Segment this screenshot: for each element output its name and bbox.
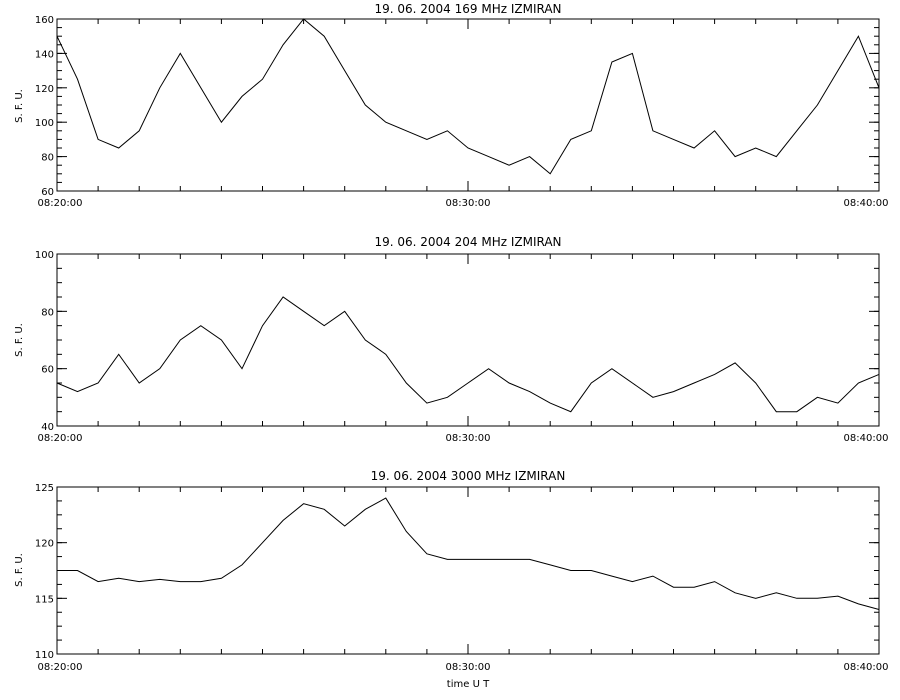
panel-169mhz-y-tick-label: 60: [41, 187, 54, 198]
panel-204mhz: 19. 06. 2004 204 MHz IZMIRAN S. F. U. 40…: [14, 235, 888, 444]
panel-3000mhz-axes: 110 115 120 125: [35, 483, 880, 661]
panel-169mhz-series-line: [56, 18, 880, 175]
panel-3000mhz: 19. 06. 2004 3000 MHz IZMIRAN S. F. U. 1…: [14, 469, 888, 690]
panel-204mhz-title: 19. 06. 2004 204 MHz IZMIRAN: [374, 235, 561, 249]
panel-3000mhz-y-tick-label: 120: [35, 539, 54, 550]
panel-3000mhz-plot-area: [56, 486, 880, 655]
panel-169mhz-x-tick-start: 08:20:00: [38, 198, 83, 209]
panel-169mhz-y-tick-label: 100: [35, 118, 54, 129]
panel-169mhz-y-tick-label: 80: [41, 153, 54, 164]
panel-3000mhz-title: 19. 06. 2004 3000 MHz IZMIRAN: [371, 469, 566, 483]
panel-204mhz-series-line: [56, 296, 880, 413]
panel-169mhz-title: 19. 06. 2004 169 MHz IZMIRAN: [374, 2, 561, 16]
panel-204mhz-y-tick-label: 60: [41, 365, 54, 376]
panel-169mhz-y-tick-label: 160: [35, 15, 54, 26]
panel-3000mhz-y-tick-label: 125: [35, 483, 54, 494]
panel-169mhz-y-axis-label: S. F. U.: [14, 89, 25, 123]
panel-204mhz-y-axis-label: S. F. U.: [14, 323, 25, 357]
panel-3000mhz-series-line: [57, 497, 880, 610]
panel-3000mhz-x-tick-end: 08:40:00: [844, 662, 889, 673]
panel-169mhz-x-tick-mid: 08:30:00: [446, 198, 491, 209]
panel-169mhz-x-tick-end: 08:40:00: [844, 198, 889, 209]
panel-204mhz-x-tick-start: 08:20:00: [38, 433, 83, 444]
panel-169mhz-plot-area: [56, 18, 880, 192]
panel-204mhz-axes: 40 60 80 100: [35, 250, 880, 433]
panel-169mhz: 19. 06. 2004 169 MHz IZMIRAN S. F. U. 60…: [14, 2, 888, 209]
panel-3000mhz-x-axis-label: time U T: [447, 679, 490, 690]
panel-169mhz-y-tick-label: 120: [35, 84, 54, 95]
panel-3000mhz-y-axis-label: S. F. U.: [14, 553, 25, 587]
panel-204mhz-y-tick-label: 40: [41, 422, 54, 433]
panel-169mhz-axes: 60 80 100 120 140 160: [35, 15, 880, 198]
panel-3000mhz-y-tick-label: 110: [35, 650, 54, 661]
panel-169mhz-y-tick-label: 140: [35, 49, 54, 60]
panel-204mhz-x-tick-end: 08:40:00: [844, 433, 889, 444]
panel-204mhz-x-tick-mid: 08:30:00: [446, 433, 491, 444]
panel-204mhz-y-tick-label: 80: [41, 307, 54, 318]
panel-3000mhz-y-tick-label: 115: [35, 594, 54, 605]
panel-3000mhz-x-tick-mid: 08:30:00: [446, 662, 491, 673]
panel-3000mhz-x-tick-start: 08:20:00: [38, 662, 83, 673]
panel-204mhz-y-tick-label: 100: [35, 250, 54, 261]
